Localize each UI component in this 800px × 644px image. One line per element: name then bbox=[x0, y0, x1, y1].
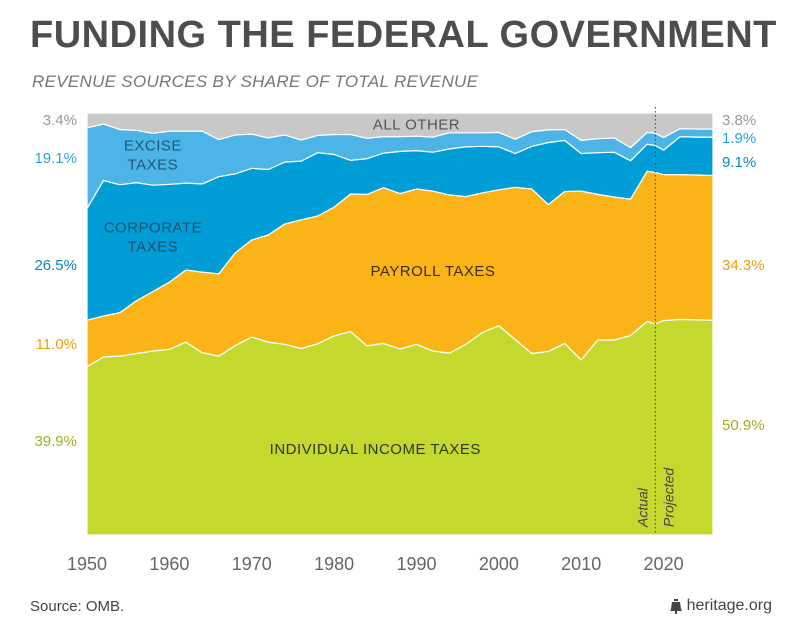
page-title: FUNDING THE FEDERAL GOVERNMENT bbox=[30, 14, 777, 56]
x-tick-label: 2000 bbox=[479, 554, 519, 574]
chart-side-labels: 39.9%50.9%11.0%34.3%26.5%9.1%19.1%1.9%3.… bbox=[34, 112, 764, 450]
divider-label-actual: Actual bbox=[634, 487, 650, 528]
brand[interactable]: heritage.org bbox=[669, 597, 772, 615]
start-share-label: 3.4% bbox=[43, 112, 77, 129]
start-share-label: 26.5% bbox=[34, 257, 77, 274]
x-tick-label: 1990 bbox=[396, 554, 436, 574]
series-label-all-other: ALL OTHER bbox=[373, 117, 460, 134]
start-share-label: 19.1% bbox=[34, 150, 77, 167]
series-label-corporate-taxes: CORPORATE TAXES bbox=[104, 219, 202, 255]
end-share-label: 50.9% bbox=[722, 417, 765, 434]
source-note: Source: OMB. bbox=[30, 598, 125, 615]
liberty-bell-icon bbox=[669, 598, 683, 614]
x-tick-label: 2010 bbox=[561, 554, 601, 574]
actual-projected-divider: Actual Projected bbox=[634, 107, 676, 535]
end-share-label: 34.3% bbox=[722, 257, 765, 274]
end-share-label: 9.1% bbox=[722, 154, 756, 171]
x-tick-label: 1950 bbox=[67, 554, 107, 574]
brand-name: heritage.org bbox=[686, 597, 772, 614]
x-tick-label: 1980 bbox=[314, 554, 354, 574]
x-axis: 1950 1960 1970 1980 1990 2000 2010 2020 bbox=[67, 554, 684, 574]
x-tick-label: 1960 bbox=[149, 554, 189, 574]
page-subtitle: REVENUE SOURCES BY SHARE OF TOTAL REVENU… bbox=[32, 72, 479, 91]
x-tick-label: 2020 bbox=[644, 554, 684, 574]
start-share-label: 39.9% bbox=[34, 433, 77, 450]
area-all-other bbox=[86, 112, 714, 149]
series-label-excise-taxes: EXCISE TAXES bbox=[124, 138, 182, 174]
chart-areas bbox=[86, 112, 714, 536]
start-share-label: 11.0% bbox=[36, 336, 77, 353]
end-share-label: 3.8% bbox=[722, 112, 756, 129]
divider-label-projected: Projected bbox=[660, 467, 676, 527]
series-label-individual-income-taxes: INDIVIDUAL INCOME TAXES bbox=[270, 441, 481, 458]
end-share-label: 1.9% bbox=[722, 130, 756, 147]
area-individual-income-taxes bbox=[86, 318, 714, 536]
x-tick-label: 1970 bbox=[232, 554, 272, 574]
series-label-payroll-taxes: PAYROLL TAXES bbox=[371, 263, 496, 280]
chart-series-labels: INDIVIDUAL INCOME TAXES PAYROLL TAXES CORP… bbox=[104, 117, 496, 458]
